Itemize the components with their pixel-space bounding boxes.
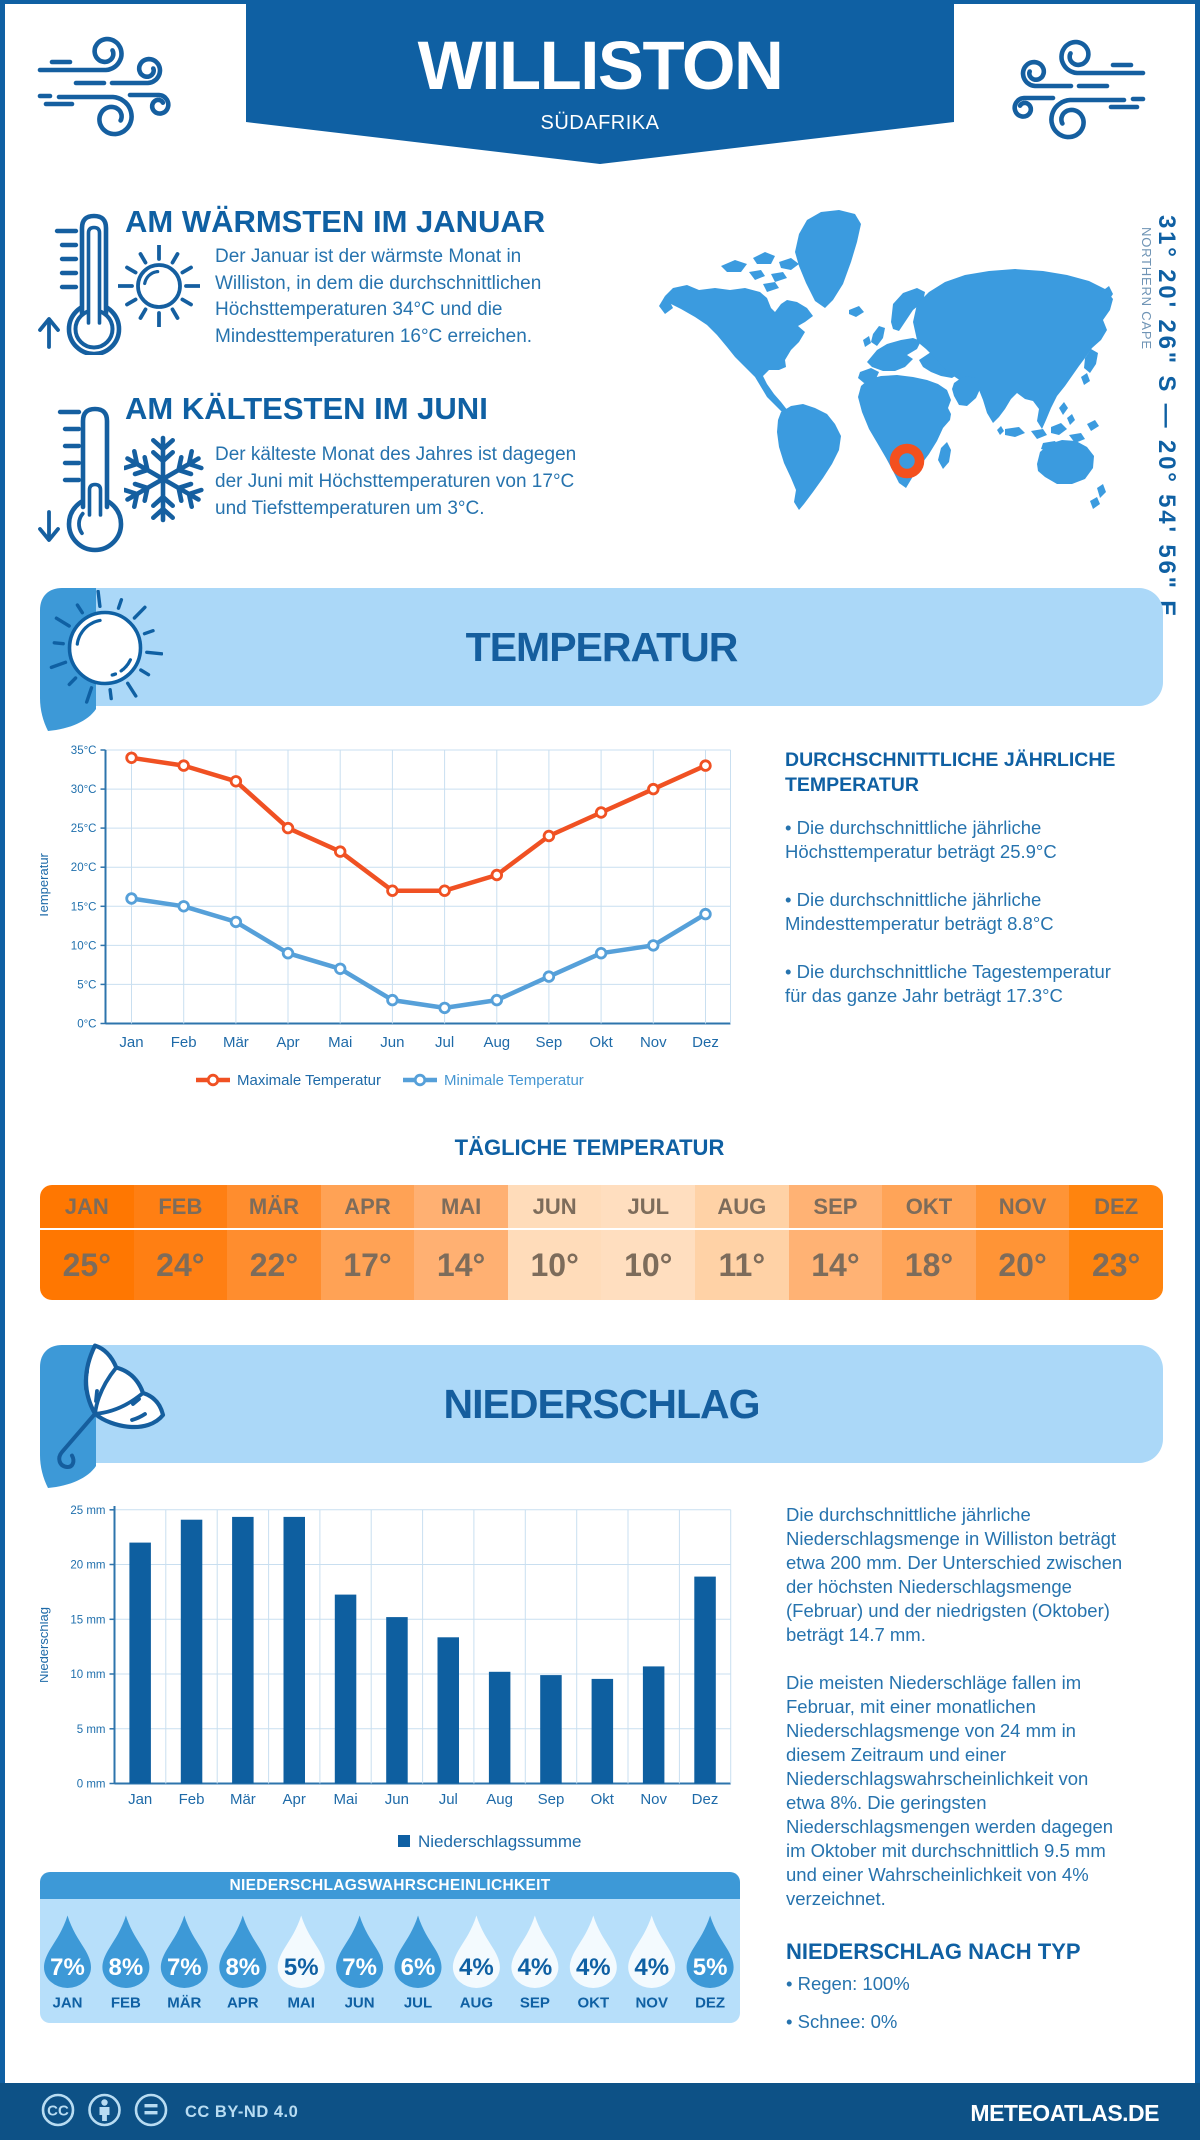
svg-text:MÄR: MÄR bbox=[167, 1995, 201, 2012]
svg-text:Niederschlag: Niederschlag bbox=[40, 1607, 51, 1683]
svg-text:FEB: FEB bbox=[111, 1995, 141, 2012]
svg-text:Aug: Aug bbox=[486, 1791, 513, 1808]
svg-text:15°C: 15°C bbox=[71, 901, 97, 913]
svg-text:Mai: Mai bbox=[334, 1791, 358, 1808]
svg-text:Jun: Jun bbox=[385, 1791, 409, 1808]
svg-text:Nov: Nov bbox=[640, 1791, 667, 1808]
svg-text:Feb: Feb bbox=[179, 1791, 205, 1808]
svg-text:Apr: Apr bbox=[276, 1034, 299, 1051]
svg-text:OKT: OKT bbox=[577, 1995, 609, 2012]
svg-text:0 mm: 0 mm bbox=[77, 1779, 106, 1791]
svg-text:30°C: 30°C bbox=[71, 784, 97, 796]
svg-text:JUN: JUN bbox=[345, 1995, 375, 2012]
svg-text:10°C: 10°C bbox=[71, 940, 97, 952]
svg-text:Aug: Aug bbox=[483, 1034, 510, 1051]
svg-text:JAN: JAN bbox=[52, 1995, 82, 2012]
svg-text:Jan: Jan bbox=[119, 1034, 143, 1051]
svg-text:7%: 7% bbox=[50, 1954, 85, 1981]
svg-text:Sep: Sep bbox=[538, 1791, 565, 1808]
svg-text:Dez: Dez bbox=[692, 1791, 719, 1808]
svg-text:10 mm: 10 mm bbox=[70, 1669, 105, 1681]
svg-text:4%: 4% bbox=[576, 1954, 611, 1981]
svg-text:Minimale Temperatur: Minimale Temperatur bbox=[444, 1072, 584, 1089]
svg-text:NOV: NOV bbox=[635, 1995, 668, 2012]
svg-text:6%: 6% bbox=[401, 1954, 436, 1981]
svg-text:Nov: Nov bbox=[640, 1034, 667, 1051]
svg-text:4%: 4% bbox=[459, 1954, 494, 1981]
svg-text:MAI: MAI bbox=[287, 1995, 315, 2012]
svg-text:Mär: Mär bbox=[230, 1791, 256, 1808]
svg-text:APR: APR bbox=[227, 1995, 259, 2012]
svg-text:Okt: Okt bbox=[589, 1034, 613, 1051]
svg-text:8%: 8% bbox=[109, 1954, 144, 1981]
svg-text:5%: 5% bbox=[693, 1954, 728, 1981]
svg-text:7%: 7% bbox=[167, 1954, 202, 1981]
svg-text:Jul: Jul bbox=[439, 1791, 458, 1808]
svg-text:8%: 8% bbox=[225, 1954, 260, 1981]
svg-text:Temperatur: Temperatur bbox=[40, 852, 51, 918]
svg-text:7%: 7% bbox=[342, 1954, 377, 1981]
svg-text:Apr: Apr bbox=[283, 1791, 306, 1808]
svg-text:Jun: Jun bbox=[380, 1034, 404, 1051]
svg-text:JUL: JUL bbox=[404, 1995, 432, 2012]
svg-text:35°C: 35°C bbox=[71, 745, 97, 757]
svg-text:Jul: Jul bbox=[435, 1034, 454, 1051]
svg-text:SEP: SEP bbox=[520, 1995, 550, 2012]
svg-text:CC: CC bbox=[47, 2103, 69, 2120]
svg-text:Maximale Temperatur: Maximale Temperatur bbox=[237, 1072, 381, 1089]
svg-text:4%: 4% bbox=[634, 1954, 669, 1981]
svg-text:Jan: Jan bbox=[128, 1791, 152, 1808]
svg-text:Sep: Sep bbox=[536, 1034, 563, 1051]
svg-text:25°C: 25°C bbox=[71, 823, 97, 835]
svg-text:4%: 4% bbox=[518, 1954, 553, 1981]
svg-text:20 mm: 20 mm bbox=[70, 1560, 105, 1572]
svg-text:5°C: 5°C bbox=[77, 979, 96, 991]
svg-text:DEZ: DEZ bbox=[695, 1995, 725, 2012]
svg-text:20°C: 20°C bbox=[71, 862, 97, 874]
svg-text:0°C: 0°C bbox=[77, 1019, 96, 1031]
svg-text:15 mm: 15 mm bbox=[70, 1614, 105, 1626]
svg-text:5%: 5% bbox=[284, 1954, 319, 1981]
svg-text:5 mm: 5 mm bbox=[77, 1724, 106, 1736]
svg-text:Mär: Mär bbox=[223, 1034, 249, 1051]
svg-text:Feb: Feb bbox=[171, 1034, 197, 1051]
svg-text:AUG: AUG bbox=[460, 1995, 493, 2012]
svg-text:Dez: Dez bbox=[692, 1034, 719, 1051]
svg-text:25 mm: 25 mm bbox=[70, 1505, 105, 1517]
svg-text:Okt: Okt bbox=[591, 1791, 615, 1808]
svg-text:Mai: Mai bbox=[328, 1034, 352, 1051]
